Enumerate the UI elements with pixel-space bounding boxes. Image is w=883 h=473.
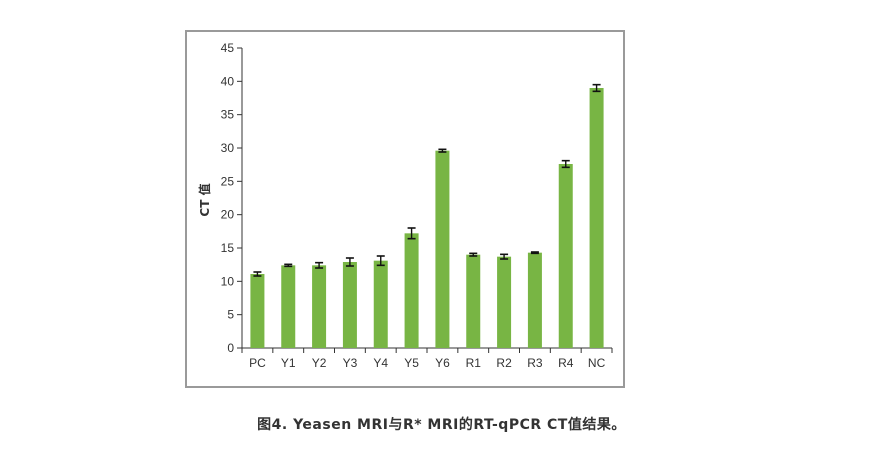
bar-r1 <box>466 254 481 348</box>
y-tick-label: 25 <box>221 174 235 188</box>
y-tick-label: 45 <box>221 41 235 55</box>
bar-chart: 0 5 10 15 20 25 30 35 40 45 PC Y1 Y2 Y3 Y4 Y5 Y6 R1 R2 R3 R… <box>197 41 613 370</box>
y-tick-label: 0 <box>227 341 234 355</box>
y-tick-label: 20 <box>221 208 235 222</box>
bar-y6 <box>435 150 450 348</box>
bar-y2 <box>312 265 327 348</box>
bar-y1 <box>281 265 296 348</box>
bar-y5 <box>404 233 419 348</box>
figure-caption: 图4. Yeasen MRI与R* MRI的RT-qPCR CT值结果。 <box>257 417 626 433</box>
x-tick-label: Y6 <box>435 356 450 370</box>
bar-r4 <box>558 164 573 348</box>
y-tick-label: 15 <box>221 241 235 255</box>
x-tick-label: R3 <box>527 356 543 370</box>
x-tick-label: Y1 <box>281 356 296 370</box>
bar-r3 <box>527 252 542 348</box>
x-tick-label: R1 <box>466 356 482 370</box>
y-tick-label: 40 <box>221 74 235 88</box>
bar-r2 <box>497 256 512 348</box>
bar-y3 <box>342 262 357 348</box>
x-tick-label: Y3 <box>343 356 358 370</box>
y-axis-label: CT 值 <box>197 183 212 216</box>
x-axis: PC Y1 Y2 Y3 Y4 Y5 Y6 R1 R2 R3 R4 NC <box>241 347 613 370</box>
bar-y4 <box>373 260 388 348</box>
x-tick-label: PC <box>249 356 266 370</box>
x-tick-label: Y4 <box>373 356 388 370</box>
y-tick-label: 30 <box>221 141 235 155</box>
x-tick-label: R2 <box>496 356 512 370</box>
y-tick-label: 35 <box>221 108 235 122</box>
x-tick-label: R4 <box>558 356 574 370</box>
x-tick-label: NC <box>588 356 606 370</box>
bar-pc <box>250 274 265 348</box>
bar-nc <box>589 88 604 348</box>
x-tick-label: Y5 <box>404 356 419 370</box>
y-tick-label: 5 <box>227 308 234 322</box>
y-axis: 0 5 10 15 20 25 30 35 40 45 <box>221 41 243 355</box>
bars <box>250 83 604 348</box>
y-tick-label: 10 <box>221 274 235 288</box>
x-tick-label: Y2 <box>312 356 327 370</box>
